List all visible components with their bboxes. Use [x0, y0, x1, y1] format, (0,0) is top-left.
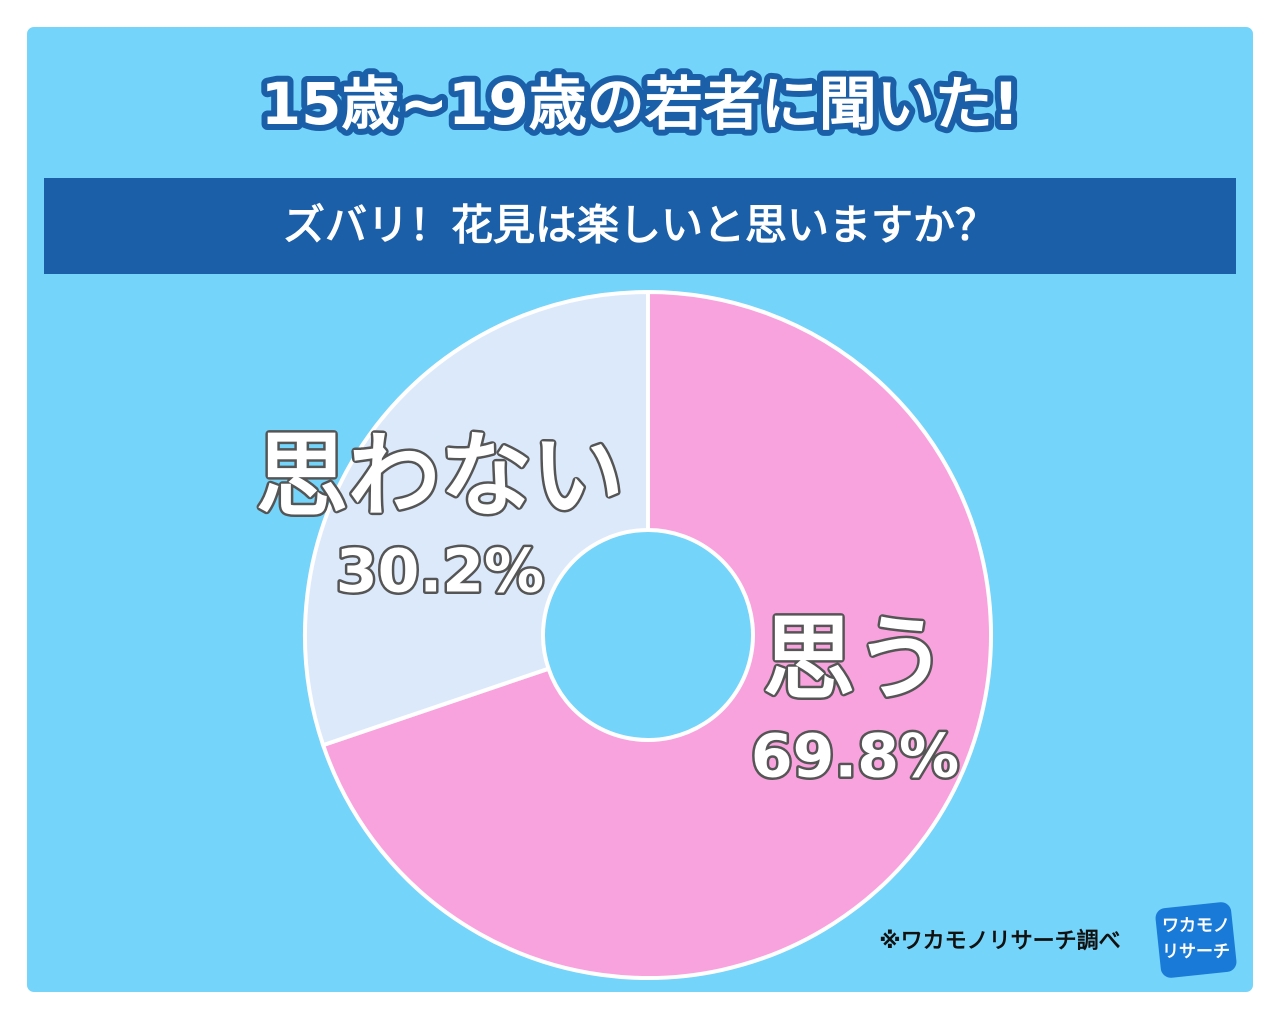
logo-text: ワカモノ: [1162, 916, 1230, 936]
source-note: ※ワカモノリサーチ調べ: [879, 928, 1120, 954]
donut-slice: [303, 289, 650, 748]
donut: [303, 289, 993, 980]
logo-text: リサーチ: [1162, 942, 1230, 962]
logo-badge: [1155, 902, 1237, 978]
chart-subtitle: ズバリ！花見は楽しいと思いますか？: [283, 201, 997, 250]
category-label: 思う: [763, 605, 947, 712]
category-label: 思わない: [256, 422, 624, 529]
value-label: 69.8%: [751, 722, 959, 792]
donut-slice: [320, 289, 993, 980]
chart-title: 15歳~19歳の若者に聞いた!: [261, 70, 1019, 138]
value-label: 30.2%: [336, 537, 544, 607]
logo: ワカモノ リサーチ: [1155, 902, 1237, 978]
subtitle-bar: [44, 178, 1236, 274]
